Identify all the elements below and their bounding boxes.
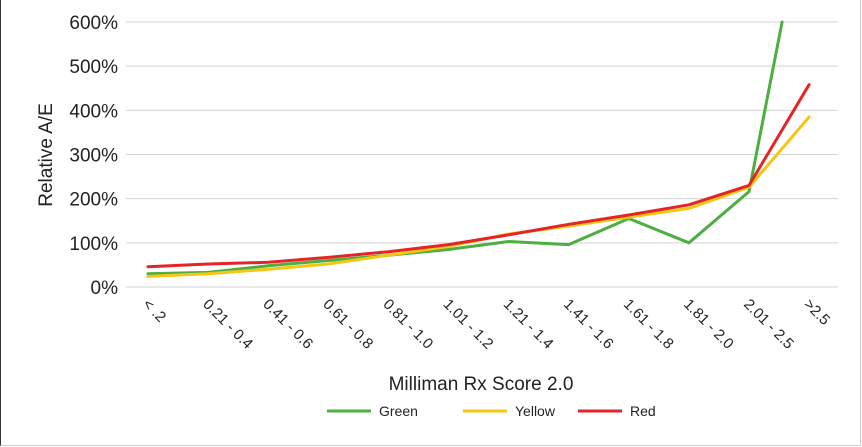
legend-label-yellow: Yellow	[515, 403, 556, 419]
series-line-red	[146, 83, 811, 269]
x-tick-label: 0.81 - 1.0	[380, 296, 437, 353]
x-axis-ticks: < .2 0.21 - 0.4 0.41 - 0.6 0.61 - 0.8 0.81 -…	[139, 296, 833, 353]
x-tick-label: 0.61 - 0.8	[319, 296, 376, 353]
x-tick-label: >2.5	[800, 296, 833, 329]
legend-label-green: Green	[379, 403, 418, 419]
x-tick-label: 1.01 - 1.2	[440, 296, 497, 353]
x-tick-label: 0.21 - 0.4	[199, 296, 256, 353]
x-tick-label: 2.01 - 2.5	[740, 296, 797, 353]
y-tick-label: 400%	[69, 101, 118, 122]
y-tick-label: 100%	[69, 234, 118, 255]
series-line-green	[146, 20, 784, 276]
x-tick-label: < .2	[139, 296, 169, 326]
y-tick-label: 0%	[91, 278, 119, 299]
x-tick-label: 1.41 - 1.6	[560, 296, 617, 353]
y-tick-label: 300%	[69, 146, 118, 167]
gridlines	[126, 21, 838, 288]
legend: Green Yellow Red	[327, 403, 656, 419]
x-tick-label: 1.61 - 1.8	[620, 296, 677, 353]
x-tick-label: 1.21 - 1.4	[500, 296, 557, 353]
series-lines	[146, 20, 811, 278]
x-tick-label: 1.81 - 2.0	[680, 296, 737, 353]
y-tick-label: 200%	[69, 190, 118, 211]
y-tick-label: 600%	[69, 13, 118, 34]
y-tick-label: 500%	[69, 57, 118, 78]
x-tick-label: 0.41 - 0.6	[259, 296, 316, 353]
y-axis-ticks: 0% 100% 200% 300% 400% 500% 600%	[69, 13, 118, 299]
legend-label-red: Red	[630, 403, 656, 419]
x-axis-title: Milliman Rx Score 2.0	[389, 374, 574, 395]
y-axis-title: Relative A/E	[36, 103, 57, 207]
